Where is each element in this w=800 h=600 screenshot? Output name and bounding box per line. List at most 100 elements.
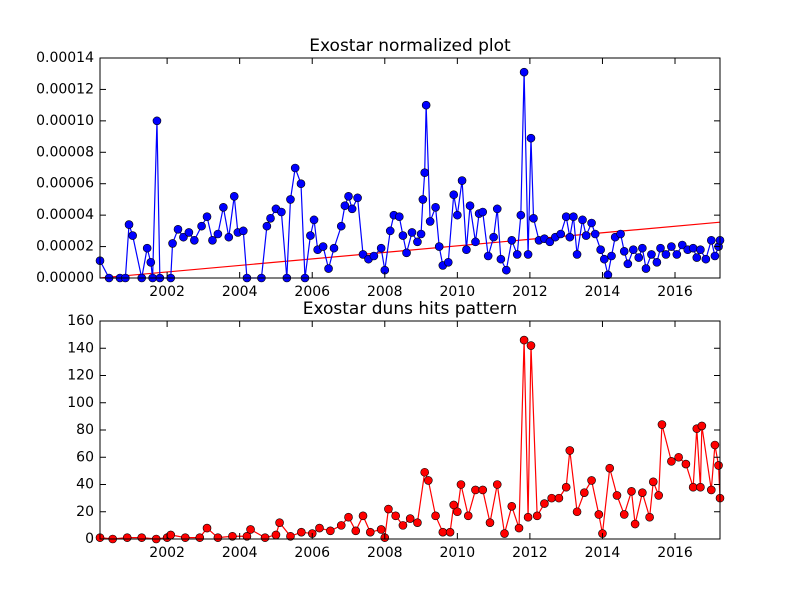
x-tick-label: 2002: [149, 545, 185, 561]
data-point: [449, 500, 459, 510]
data-point: [587, 218, 596, 228]
plot-area: [100, 321, 720, 539]
data-point: [358, 250, 368, 259]
data-point: [561, 212, 571, 222]
data-point: [195, 533, 205, 542]
data-point: [641, 264, 651, 273]
data-point: [471, 237, 480, 247]
data-point: [706, 485, 716, 495]
data-point: [385, 226, 395, 236]
x-tick-label: 2010: [440, 545, 476, 561]
data-point: [628, 245, 638, 255]
x-tick-label: 2008: [367, 545, 403, 561]
data-point: [202, 523, 212, 533]
data-point: [351, 526, 361, 536]
data-point: [340, 201, 350, 211]
data-point: [526, 341, 536, 350]
x-tick-label: 2012: [512, 284, 548, 300]
data-point: [471, 485, 480, 495]
data-point: [443, 257, 453, 267]
x-tick-label: 2008: [367, 284, 403, 300]
data-point: [547, 493, 556, 503]
axes-frame: [99, 57, 721, 279]
chart-title: Exostar normalized plot: [309, 36, 511, 56]
data-point: [242, 531, 252, 541]
y-tick-label: 60: [76, 449, 94, 465]
data-point: [514, 523, 524, 533]
data-point: [421, 100, 431, 110]
data-point: [462, 245, 471, 255]
x-tick-label: 2014: [585, 545, 621, 561]
data-point: [376, 525, 386, 534]
data-point: [565, 232, 575, 242]
data-point: [661, 250, 671, 259]
data-point: [453, 507, 462, 517]
data-point: [463, 511, 473, 521]
data-point: [502, 265, 511, 275]
y-tick-label: 0.00006: [36, 176, 94, 192]
data-point: [616, 229, 625, 239]
data-point: [696, 482, 705, 492]
data-point: [634, 253, 644, 262]
y-tick-label: 160: [67, 313, 94, 329]
data-point: [580, 488, 589, 497]
data-point: [358, 511, 368, 521]
data-point: [654, 491, 663, 500]
data-point: [594, 510, 604, 519]
data-point: [638, 243, 647, 253]
data-point: [168, 239, 177, 248]
data-point: [507, 235, 517, 245]
x-tick-label: 2006: [294, 545, 330, 561]
data-point: [344, 191, 353, 201]
data-point: [523, 250, 533, 259]
data-point: [590, 229, 600, 239]
data-point: [376, 243, 386, 253]
x-tick-label: 2004: [222, 545, 258, 561]
data-point: [445, 527, 455, 537]
data-point: [701, 254, 711, 264]
data-point: [647, 250, 656, 259]
data-point: [431, 511, 440, 521]
data-point: [667, 457, 676, 466]
data-point: [706, 235, 716, 245]
data-point: [309, 215, 319, 225]
data-point: [413, 237, 422, 247]
data-point: [599, 254, 609, 264]
data-point: [142, 243, 152, 253]
data-point: [369, 251, 379, 261]
data-point: [180, 533, 190, 542]
data-point: [485, 518, 495, 527]
data-point: [677, 240, 687, 250]
data-point: [418, 195, 428, 204]
data-point: [336, 521, 346, 530]
data-point: [572, 507, 582, 517]
y-tick-label: 0.00002: [36, 239, 94, 255]
data-point: [266, 213, 275, 223]
data-point: [405, 514, 415, 523]
data-point: [605, 463, 615, 473]
data-point: [190, 235, 199, 245]
y-tick-label: 20: [76, 504, 94, 520]
data-point: [384, 504, 393, 514]
data-point: [202, 212, 212, 222]
data-point: [483, 251, 493, 261]
data-point: [696, 245, 705, 255]
data-point: [523, 512, 533, 522]
data-point: [262, 221, 272, 231]
data-point: [260, 533, 270, 542]
data-point: [124, 220, 134, 229]
data-point: [431, 202, 440, 212]
data-point: [540, 499, 549, 508]
data-point: [456, 480, 466, 489]
data-point: [413, 518, 422, 527]
data-point: [492, 480, 502, 489]
plot-area: [100, 58, 720, 278]
y-tick-label: 120: [67, 368, 94, 384]
data-point: [179, 232, 188, 242]
data-point: [197, 221, 206, 231]
data-point: [296, 179, 306, 189]
data-point: [347, 204, 357, 214]
data-point: [286, 531, 295, 541]
y-tick-label: 0.00004: [36, 207, 94, 223]
